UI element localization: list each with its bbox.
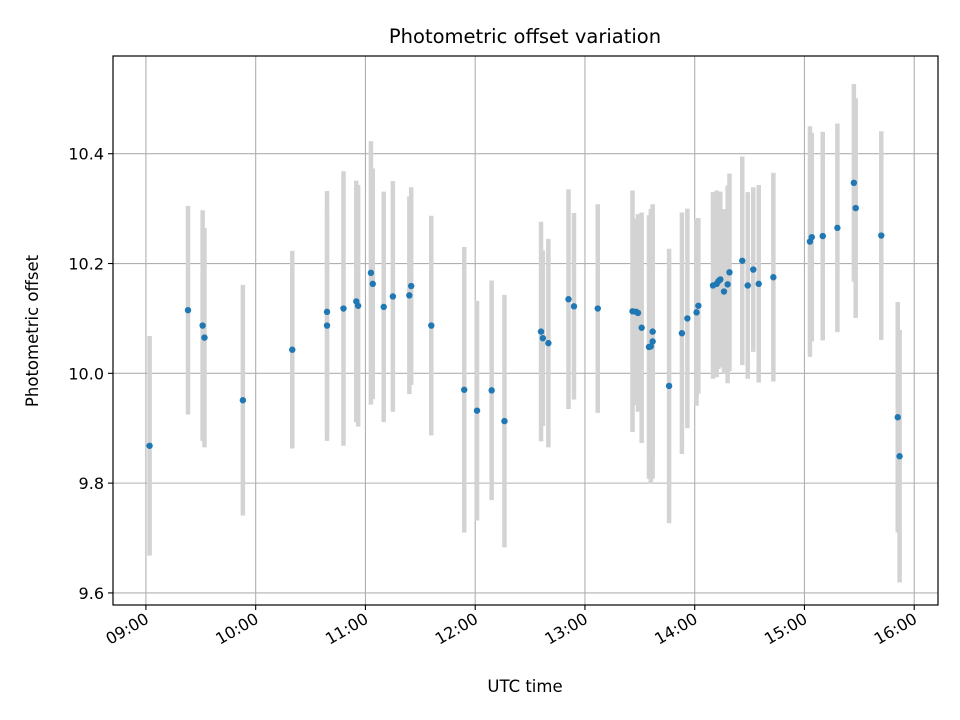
data-point — [369, 280, 376, 288]
data-point — [488, 387, 495, 394]
data-point — [323, 308, 331, 316]
data-point — [649, 338, 656, 345]
y-tick-label: 9.8 — [79, 474, 104, 493]
data-point — [380, 303, 387, 311]
data-point — [894, 414, 901, 421]
data-point — [808, 233, 815, 241]
data-point — [739, 257, 746, 264]
data-point — [850, 179, 858, 187]
x-tick-label: 15:00 — [761, 609, 810, 649]
data-point — [289, 346, 296, 353]
data-point — [201, 334, 208, 341]
x-tick-label: 16:00 — [871, 609, 920, 649]
data-point — [199, 322, 206, 329]
data-point — [239, 397, 247, 404]
data-point — [684, 315, 691, 322]
x-tick-label: 09:00 — [102, 609, 151, 649]
data-point — [724, 281, 731, 288]
y-tick-label: 10.2 — [68, 255, 104, 274]
data-point — [744, 282, 751, 289]
data-point — [389, 293, 397, 300]
data-point — [501, 417, 508, 425]
data-point — [407, 282, 415, 290]
data-point — [428, 322, 435, 329]
y-tick-label: 10.4 — [68, 145, 104, 164]
x-axis-title: UTC time — [487, 677, 562, 696]
y-tick-label: 9.6 — [79, 584, 104, 603]
data-point — [770, 274, 777, 281]
data-point — [717, 276, 724, 283]
point-layer — [146, 179, 903, 460]
data-point — [473, 407, 481, 414]
data-point — [750, 266, 757, 273]
data-point — [647, 343, 655, 350]
data-point — [878, 232, 885, 239]
tick-layer: 09:00 10:00 11:00 12:00 13:00 14:00 15:00 16:00… — [68, 145, 920, 649]
data-point — [726, 269, 733, 276]
data-point — [819, 232, 826, 240]
data-point — [638, 324, 645, 331]
data-point — [539, 334, 547, 342]
data-point — [367, 269, 375, 277]
data-point — [354, 302, 362, 309]
data-point — [834, 224, 841, 232]
data-point — [461, 386, 468, 393]
data-point — [565, 296, 572, 303]
data-point — [720, 288, 728, 295]
data-point — [634, 309, 642, 317]
data-point — [649, 328, 656, 335]
plot-frame — [112, 55, 939, 606]
x-tick-label: 14:00 — [651, 609, 700, 649]
y-tick-label: 10.0 — [68, 364, 104, 383]
data-point — [537, 328, 545, 335]
data-point — [594, 305, 601, 312]
x-tick-label: 11:00 — [322, 609, 371, 649]
errorbar-layer — [147, 83, 902, 583]
data-point — [406, 292, 413, 299]
data-point — [146, 442, 153, 449]
data-point — [896, 453, 903, 460]
data-point — [755, 280, 762, 288]
x-tick-label: 10:00 — [212, 609, 261, 649]
data-point — [678, 330, 686, 337]
data-point — [184, 306, 192, 314]
data-point — [665, 382, 673, 390]
data-point — [695, 302, 702, 309]
y-axis-title: Photometric offset — [23, 254, 42, 407]
data-point — [693, 309, 700, 316]
x-tick-label: 12:00 — [432, 609, 481, 649]
x-tick-label: 13:00 — [542, 609, 591, 649]
data-point — [323, 322, 331, 329]
data-point — [545, 339, 552, 347]
data-point — [852, 204, 859, 212]
grid-layer — [113, 56, 938, 605]
data-point — [570, 303, 578, 310]
chart-title: Photometric offset variation — [389, 25, 661, 48]
data-point — [340, 305, 347, 312]
